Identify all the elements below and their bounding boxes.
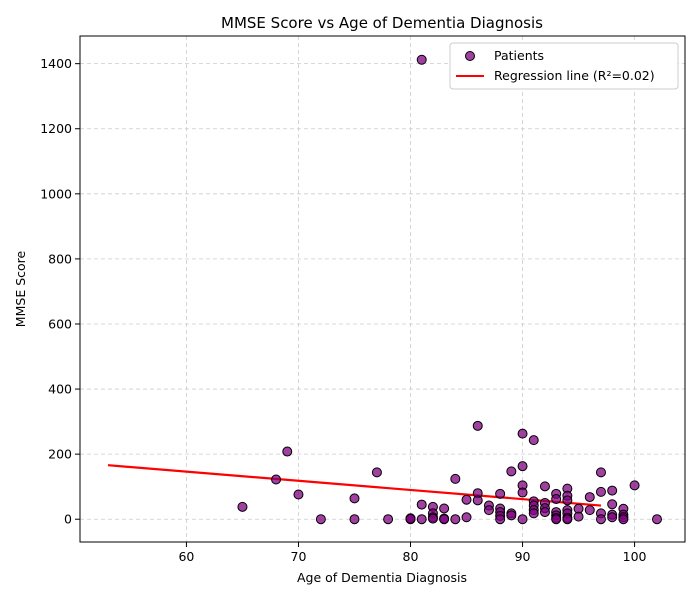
data-point <box>495 488 506 499</box>
legend-label-patients: Patients <box>494 48 544 63</box>
data-point <box>427 513 438 524</box>
data-point <box>607 499 618 510</box>
x-axis-label: Age of Dementia Diagnosis <box>297 570 467 585</box>
data-point <box>595 467 606 478</box>
data-point <box>528 508 539 519</box>
data-point <box>293 489 304 500</box>
data-point <box>315 514 326 525</box>
x-tick-label: 70 <box>291 549 307 564</box>
legend: Patients Regression line (R²=0.02) <box>449 42 679 90</box>
data-point <box>461 512 472 523</box>
data-point <box>595 486 606 497</box>
data-point <box>271 474 282 485</box>
data-point <box>371 467 382 478</box>
data-point <box>282 446 293 457</box>
data-point <box>584 492 595 503</box>
data-point <box>607 512 618 523</box>
data-point <box>349 514 360 525</box>
data-point <box>416 54 427 65</box>
regression-layer <box>107 464 602 507</box>
points-layer <box>237 54 662 525</box>
data-point <box>416 499 427 510</box>
data-point <box>472 420 483 431</box>
data-point <box>472 495 483 506</box>
data-point <box>618 514 629 525</box>
y-tick-label: 400 <box>48 382 72 397</box>
chart-title: MMSE Score vs Age of Dementia Diagnosis <box>221 14 543 32</box>
data-point <box>461 494 472 505</box>
data-point <box>573 511 584 522</box>
data-point <box>405 513 416 524</box>
x-axis-ticks: 60 70 80 90 100 <box>178 542 647 564</box>
data-point <box>562 495 573 506</box>
legend-box <box>449 42 679 90</box>
y-tick-label: 200 <box>48 447 72 462</box>
data-point <box>551 514 562 525</box>
y-axis-label: MMSE Score <box>13 251 28 328</box>
x-tick-label: 90 <box>515 549 531 564</box>
data-point <box>539 481 550 492</box>
y-tick-label: 1000 <box>40 186 72 201</box>
data-point <box>439 514 450 525</box>
data-point <box>517 487 528 498</box>
data-point <box>349 493 360 504</box>
data-point <box>517 428 528 439</box>
plot-frame <box>79 35 686 543</box>
data-point <box>495 514 506 525</box>
y-tick-label: 1400 <box>40 56 72 71</box>
regression-line <box>107 464 602 507</box>
data-point <box>562 514 573 525</box>
y-tick-label: 600 <box>48 316 72 331</box>
x-tick-label: 60 <box>178 549 194 564</box>
data-point <box>517 514 528 525</box>
data-point <box>450 514 461 525</box>
y-tick-label: 1200 <box>40 121 72 136</box>
y-tick-label: 800 <box>48 251 72 266</box>
data-point <box>528 435 539 446</box>
data-point <box>383 514 394 525</box>
data-point <box>651 514 662 525</box>
data-point <box>416 514 427 525</box>
data-point <box>439 503 450 514</box>
data-point <box>483 505 494 516</box>
data-point <box>506 466 517 477</box>
data-point <box>629 480 640 491</box>
x-tick-label: 80 <box>403 549 419 564</box>
data-point <box>595 514 606 525</box>
data-point <box>517 461 528 472</box>
y-axis-ticks: 0 200 400 600 800 1000 1200 1400 <box>40 56 80 527</box>
y-tick-label: 0 <box>64 512 72 527</box>
data-point <box>539 507 550 518</box>
data-point <box>237 501 248 512</box>
data-point <box>551 494 562 505</box>
legend-label-regression: Regression line (R²=0.02) <box>494 68 655 83</box>
data-point <box>450 473 461 484</box>
x-tick-label: 100 <box>623 549 647 564</box>
legend-marker-patients <box>465 51 475 61</box>
data-point <box>607 485 618 496</box>
data-point <box>506 510 517 521</box>
data-point <box>584 505 595 516</box>
